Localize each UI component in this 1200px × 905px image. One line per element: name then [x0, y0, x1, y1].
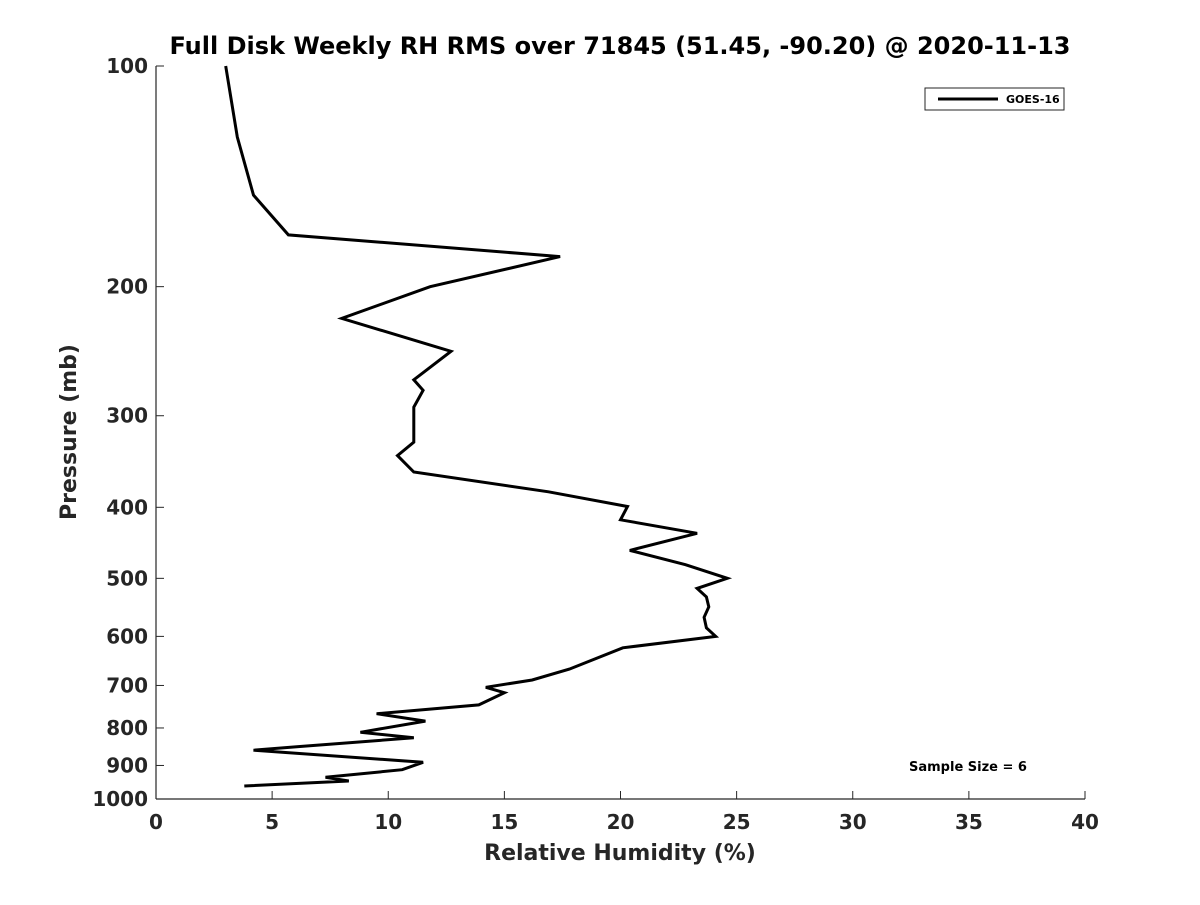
series-line [224, 65, 733, 788]
x-tick-label: 5 [265, 810, 279, 834]
y-ticks: 100 200 300 400 500 600 700 800 900 1000 [92, 54, 164, 811]
x-tick-label: 10 [374, 810, 402, 834]
x-tick-label: 40 [1071, 810, 1099, 834]
y-tick-label: 1000 [92, 787, 148, 811]
y-tick-label: 800 [106, 716, 148, 740]
x-tick-label: 20 [607, 810, 635, 834]
y-tick-label: 900 [106, 753, 148, 777]
legend-label: GOES-16 [1006, 93, 1060, 106]
y-tick-label: 200 [106, 275, 148, 299]
x-tick-label: 25 [723, 810, 751, 834]
x-axis-label: Relative Humidity (%) [484, 841, 756, 866]
chart-title: Full Disk Weekly RH RMS over 71845 (51.4… [169, 32, 1070, 60]
x-ticks: 0 5 10 15 20 25 30 35 40 [149, 791, 1099, 834]
sample-size-annotation: Sample Size = 6 [909, 760, 1027, 775]
y-tick-label: 500 [106, 566, 148, 590]
y-tick-label: 100 [106, 54, 148, 78]
x-tick-label: 0 [149, 810, 163, 834]
series-layer [224, 65, 733, 788]
x-tick-label: 35 [955, 810, 983, 834]
y-tick-label: 400 [106, 495, 148, 519]
y-axis-label: Pressure (mb) [57, 344, 82, 520]
y-tick-label: 600 [106, 624, 148, 648]
x-tick-label: 15 [490, 810, 518, 834]
y-tick-label: 300 [106, 404, 148, 428]
x-tick-label: 30 [839, 810, 867, 834]
y-tick-label: 700 [106, 673, 148, 697]
legend: GOES-16 [924, 87, 1065, 111]
